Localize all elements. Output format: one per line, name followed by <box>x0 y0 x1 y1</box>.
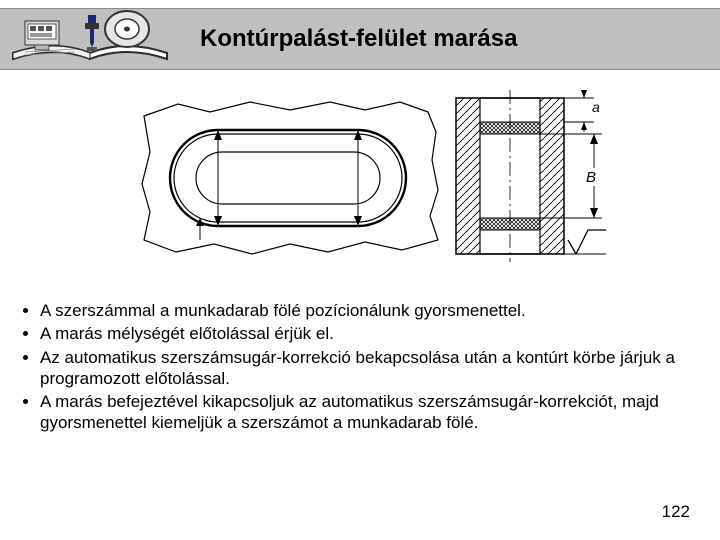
book-machine-icon <box>5 9 175 69</box>
technical-figure: a B <box>140 90 620 270</box>
dim-label-B: B <box>586 169 596 186</box>
slide: Kontúrpalást-felület marása <box>0 0 720 540</box>
section-view: a B <box>456 90 610 262</box>
bullet-item: A marás befejeztével kikapcsoljuk az aut… <box>40 391 702 434</box>
dim-label-a: a <box>592 99 600 115</box>
contour-milling-diagram: a B <box>140 90 620 270</box>
title-icon <box>0 9 180 69</box>
title-bar: Kontúrpalást-felület marása <box>0 8 720 70</box>
top-view <box>142 102 438 254</box>
bullet-list: A szerszámmal a munkadarab fölé pozícion… <box>22 300 702 436</box>
page-title: Kontúrpalást-felület marása <box>200 25 517 53</box>
bullet-item: Az automatikus szerszámsugár-korrekció b… <box>40 347 702 390</box>
page-number: 122 <box>662 502 690 522</box>
bullet-item: A szerszámmal a munkadarab fölé pozícion… <box>40 300 702 321</box>
bullet-item: A marás mélységét előtolással érjük el. <box>40 323 702 344</box>
